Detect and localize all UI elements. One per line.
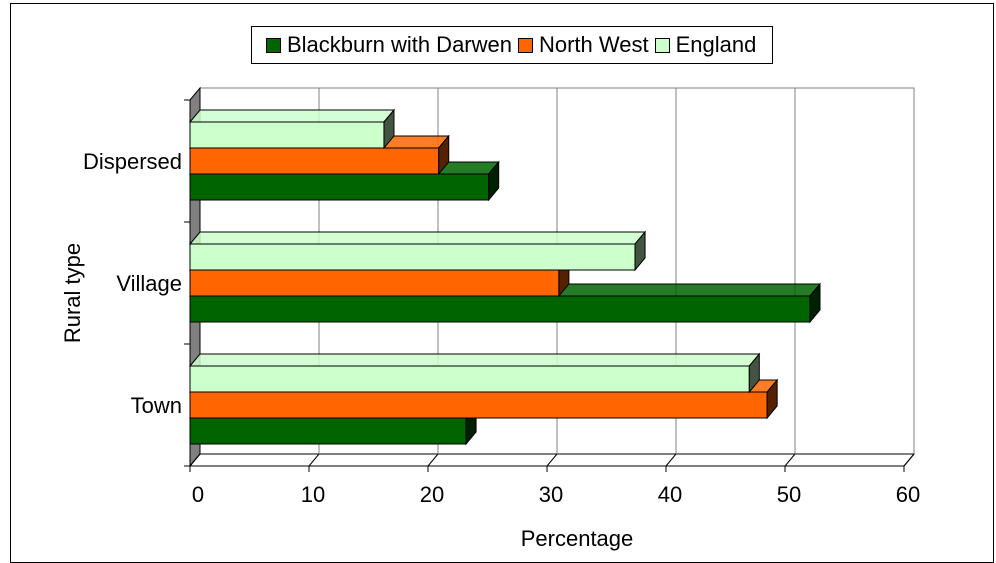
bar-side [634, 230, 646, 272]
bar-front [189, 269, 560, 297]
bar-front [189, 365, 750, 393]
floor-tick [903, 453, 915, 467]
bar-side [748, 352, 760, 394]
bar-front [189, 417, 467, 445]
bars [188, 108, 822, 446]
legend: Blackburn with Darwen North West England [251, 26, 774, 64]
bar [188, 108, 396, 150]
bar-top [188, 231, 647, 245]
bar-top [188, 109, 396, 123]
bar [188, 352, 761, 394]
x-tick-label: 50 [777, 482, 801, 507]
y-tick-label: Village [116, 271, 182, 296]
y-tick-label: Dispersed [83, 149, 182, 174]
x-tick-label: 30 [539, 482, 563, 507]
bar-side [809, 282, 821, 324]
bar-front [189, 243, 636, 271]
floor-tick [665, 453, 677, 467]
bar-top [188, 353, 761, 367]
bar-front [189, 391, 768, 419]
legend-item-england: England [654, 32, 757, 58]
bar-side [766, 378, 778, 420]
legend-item-blackburn: Blackburn with Darwen [266, 32, 512, 58]
floor-tick [308, 453, 320, 467]
floor-tick [427, 453, 439, 467]
bar-front [189, 173, 490, 201]
y-axis-title: Rural type [60, 243, 85, 343]
legend-item-north-west: North West [517, 32, 649, 58]
floor-tick [546, 453, 558, 467]
y-tick-label: Town [131, 393, 182, 418]
floor-tick [189, 453, 201, 467]
legend-label-north-west: North West [538, 32, 649, 57]
legend-swatch-blackburn [266, 37, 281, 53]
bar-front [189, 121, 385, 149]
x-tick-label: 60 [896, 482, 920, 507]
bar [188, 230, 647, 272]
bar-side [383, 108, 395, 150]
x-tick-label: 20 [420, 482, 444, 507]
floor-tick [784, 453, 796, 467]
x-tick-label: 40 [658, 482, 682, 507]
legend-label-blackburn: Blackburn with Darwen [287, 32, 512, 57]
bar-front [189, 295, 811, 323]
legend-swatch-england [654, 37, 670, 53]
legend-swatch-north-west [517, 37, 533, 53]
x-tick-label: 0 [192, 482, 204, 507]
x-axis-title: Percentage [521, 526, 634, 551]
legend-label-england: England [675, 32, 757, 57]
bar-side [438, 134, 450, 176]
axes: 0 10 20 30 40 50 60 Town Village Dispersed [83, 99, 920, 507]
bar-front [189, 147, 440, 175]
bar-side [488, 160, 500, 202]
x-tick-label: 10 [301, 482, 325, 507]
